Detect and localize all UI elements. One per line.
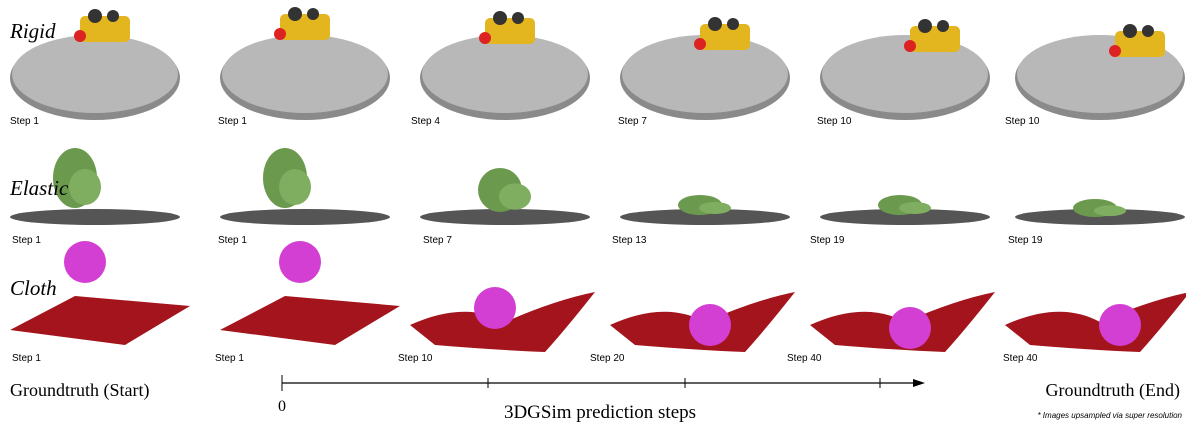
cloth	[1005, 292, 1186, 352]
cloth-ball	[474, 287, 516, 329]
cloth-ball	[889, 307, 931, 349]
step-label: Step 7	[618, 116, 647, 127]
elastic-object	[69, 169, 101, 205]
toy-body	[280, 14, 330, 40]
turntable-top	[12, 35, 178, 113]
step-label: Step 19	[1008, 235, 1043, 246]
toy-body	[700, 24, 750, 50]
toy-part	[1142, 25, 1154, 37]
platform	[220, 209, 390, 225]
frames	[10, 7, 1186, 352]
row-label: Elastic	[9, 176, 69, 200]
toy-body	[485, 18, 535, 44]
cloth	[10, 296, 190, 345]
step-label: Step 10	[398, 353, 433, 364]
toy-body	[80, 16, 130, 42]
elastic-object	[699, 202, 731, 214]
step-label: Step 1	[218, 116, 247, 127]
toy-part	[307, 8, 319, 20]
toy-body	[910, 26, 960, 52]
toy-nose	[479, 32, 491, 44]
toy-nose	[274, 28, 286, 40]
toy-part	[937, 20, 949, 32]
toy-part	[918, 19, 932, 33]
cloth	[220, 296, 400, 345]
cloth-ball	[279, 241, 321, 283]
toy-part	[727, 18, 739, 30]
cloth-ball	[1099, 304, 1141, 346]
cloth-ball	[64, 241, 106, 283]
step-label: Step 1	[218, 235, 247, 246]
elastic-object	[279, 169, 311, 205]
axis-label: 3DGSim prediction steps	[504, 402, 696, 423]
step-label: Step 19	[810, 235, 845, 246]
toy-part	[512, 12, 524, 24]
elastic-object	[499, 183, 531, 209]
toy-part	[107, 10, 119, 22]
toy-nose	[904, 40, 916, 52]
step-label: Step 1	[215, 353, 244, 364]
toy-part	[1123, 24, 1137, 38]
step-label: Step 40	[1003, 353, 1038, 364]
turntable-top	[422, 35, 588, 113]
axis-origin: 0	[278, 398, 286, 415]
step-label: Step 1	[12, 353, 41, 364]
start-label: Groundtruth (Start)	[10, 380, 149, 401]
axis-arrow	[913, 379, 925, 387]
toy-body	[1115, 31, 1165, 57]
toy-part	[88, 9, 102, 23]
toy-nose	[1109, 45, 1121, 57]
step-label: Step 10	[817, 116, 852, 127]
toy-part	[288, 7, 302, 21]
toy-nose	[74, 30, 86, 42]
footnote: * Images upsampled via super resolution	[1037, 411, 1182, 420]
turntable-top	[222, 35, 388, 113]
cloth-ball	[689, 304, 731, 346]
step-label: Step 1	[10, 116, 39, 127]
row-label: Rigid	[9, 19, 56, 43]
figure: Groundtruth (Start) Groundtruth (End) 0 …	[0, 0, 1186, 424]
step-label: Step 1	[12, 235, 41, 246]
step-label: Step 20	[590, 353, 625, 364]
step-label: Step 13	[612, 235, 647, 246]
end-label: Groundtruth (End)	[1046, 380, 1180, 401]
platform	[10, 209, 180, 225]
step-label: Step 40	[787, 353, 822, 364]
toy-part	[493, 11, 507, 25]
toy-nose	[694, 38, 706, 50]
elastic-object	[899, 202, 931, 214]
step-label: Step 7	[423, 235, 452, 246]
elastic-object	[1094, 205, 1126, 216]
step-label: Step 10	[1005, 116, 1040, 127]
toy-part	[708, 17, 722, 31]
row-label: Cloth	[10, 276, 57, 300]
step-label: Step 4	[411, 116, 440, 127]
